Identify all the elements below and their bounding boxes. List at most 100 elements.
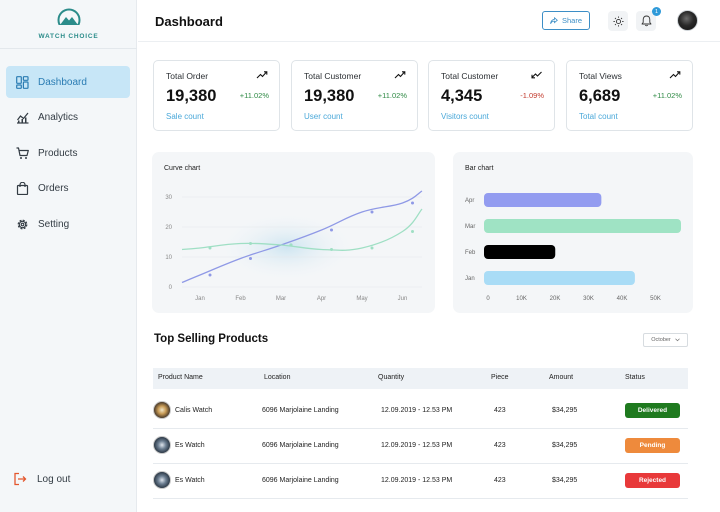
sidebar-item-label: Products: [38, 147, 78, 159]
stat-card-total-views: Total Views 6,689 +11.02% Total count: [566, 60, 693, 131]
chevron-down-icon: [675, 338, 680, 342]
status-badge[interactable]: Rejected: [625, 473, 680, 488]
stat-subtitle: Visitors count: [441, 112, 489, 121]
sidebar-divider: [0, 48, 137, 49]
x-tick-label: May: [356, 296, 367, 302]
y-tick-label: 30: [165, 195, 172, 201]
watch-choice-logo-icon: [55, 8, 82, 32]
status-badge[interactable]: Delivered: [625, 403, 680, 418]
trend-down-icon: [531, 71, 542, 79]
stat-card-visitors: Total Customer 4,345 -1.09% Visitors cou…: [428, 60, 555, 131]
sidebar-item-label: Analytics: [38, 112, 79, 123]
data-point: [370, 210, 374, 214]
sidebar-item-label: Orders: [38, 183, 69, 194]
column-header: Quantity: [378, 374, 405, 381]
product-quantity: 12.09.2019 - 12.53 PM: [381, 442, 453, 449]
x-tick-label: Jan: [195, 296, 205, 302]
column-header: Amount: [549, 374, 574, 381]
bar: [484, 219, 681, 233]
brand-logo[interactable]: WATCH CHOICE: [0, 8, 137, 48]
stat-change: +11.02%: [377, 91, 407, 100]
stat-change: +11.02%: [239, 91, 269, 100]
product-amount: $34,295: [552, 442, 578, 449]
stat-title: Total Customer: [304, 71, 362, 81]
x-tick-label: 0: [486, 296, 490, 302]
bag-icon: [15, 182, 29, 196]
x-tick-label: 40K: [617, 296, 628, 302]
notification-badge: 1: [652, 7, 661, 16]
sidebar-item-label: Dashboard: [38, 76, 87, 88]
theme-toggle-button[interactable]: [608, 11, 628, 31]
stat-title: Total Views: [579, 71, 622, 81]
bar: [484, 271, 635, 285]
brand-name: WATCH CHOICE: [38, 33, 99, 40]
stat-subtitle: Total count: [579, 112, 618, 121]
section-title: Top Selling Products: [154, 333, 269, 345]
stat-title: Total Customer: [441, 71, 499, 81]
product-name: Es Watch: [175, 477, 205, 484]
stat-value: 19,380: [304, 87, 355, 105]
sidebar-item-analytics[interactable]: Analytics: [6, 102, 130, 134]
stat-card-total-order: Total Order 19,380 +11.02% Sale count: [153, 60, 280, 131]
data-point: [208, 246, 212, 250]
logout-button[interactable]: Log out: [13, 472, 70, 486]
table-row[interactable]: Calis Watch 6096 Marjolaine Landing 12.0…: [153, 394, 688, 429]
stat-subtitle: Sale count: [166, 112, 204, 121]
user-avatar[interactable]: [677, 10, 698, 31]
curve-chart: 0 10 20 30 Jan Feb Mar Apr May Jun: [165, 190, 423, 302]
sidebar-item-products[interactable]: Products: [6, 137, 130, 169]
bar-chart: Apr Mar Feb Jan 0 10K 20K 30K 40K 50K: [465, 193, 681, 302]
product-piece: 423: [494, 407, 506, 414]
gear-icon: [15, 217, 29, 231]
product-image: [153, 436, 171, 454]
sidebar-item-setting[interactable]: Setting: [6, 208, 130, 240]
x-tick-label: 50K: [650, 296, 661, 302]
series-line: [181, 190, 423, 284]
chart-title: Bar chart: [465, 165, 494, 172]
product-quantity: 12.09.2019 - 12.53 PM: [381, 477, 453, 484]
curve-chart-panel: Curve chart 0 10 20 30 Jan Feb Mar Apr May Jun: [152, 152, 435, 313]
stat-subtitle: User count: [304, 112, 343, 121]
column-header: Piece: [491, 374, 509, 381]
sidebar-item-dashboard[interactable]: Dashboard: [6, 66, 130, 98]
bar: [484, 245, 556, 259]
column-header: Status: [625, 374, 645, 381]
product-amount: $34,295: [552, 477, 578, 484]
dashboard-icon: [15, 75, 29, 89]
product-location: 6096 Marjolaine Landing: [262, 407, 339, 414]
x-tick-label: Apr: [317, 296, 326, 302]
share-button[interactable]: Share: [542, 11, 590, 30]
x-tick-label: Jun: [398, 296, 408, 302]
stat-value: 4,345: [441, 87, 483, 105]
notifications-button[interactable]: 1: [636, 7, 661, 31]
trend-up-icon: [394, 71, 406, 79]
stat-value: 19,380: [166, 87, 217, 105]
bar-chart-panel: Bar chart Apr Mar Feb Jan 0 10K 20K 30K 40K 50K: [453, 152, 693, 313]
bar-category-label: Apr: [465, 198, 474, 204]
data-point: [330, 228, 333, 232]
logout-label: Log out: [37, 473, 71, 485]
stat-card-total-customer: Total Customer 19,380 +11.02% User count: [291, 60, 418, 131]
sidebar: WATCH CHOICE Dashboard Analytics Product…: [0, 0, 137, 512]
product-location: 6096 Marjolaine Landing: [262, 477, 339, 484]
status-badge[interactable]: Pending: [625, 438, 680, 453]
product-name: Es Watch: [175, 442, 205, 449]
product-piece: 423: [494, 442, 506, 449]
share-label: Share: [561, 16, 582, 25]
y-tick-label: 20: [165, 225, 172, 231]
bar: [484, 193, 602, 207]
chart-glow: [217, 212, 357, 282]
month-filter-value: October: [651, 337, 671, 343]
y-tick-label: 10: [165, 255, 172, 261]
trend-up-icon: [669, 71, 681, 79]
table-row[interactable]: Es Watch 6096 Marjolaine Landing 12.09.2…: [153, 429, 688, 464]
sidebar-item-orders[interactable]: Orders: [6, 173, 130, 205]
chart-title: Curve chart: [164, 165, 201, 172]
table-row[interactable]: Es Watch 6096 Marjolaine Landing 12.09.2…: [153, 464, 688, 499]
data-point: [208, 273, 212, 277]
trend-up-icon: [256, 71, 268, 79]
table-header: Product Name Location Quantity Piece Amo…: [153, 368, 688, 389]
column-header: Location: [264, 374, 291, 381]
product-quantity: 12.09.2019 - 12.53 PM: [381, 407, 453, 414]
month-filter-select[interactable]: October: [643, 333, 688, 347]
